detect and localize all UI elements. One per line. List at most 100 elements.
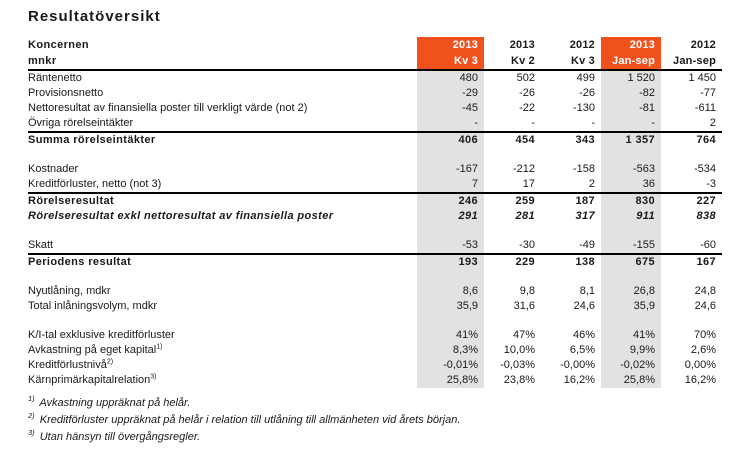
cell-value: 6,5% [569, 344, 595, 356]
cell-value: 343 [575, 134, 595, 146]
row-label: Räntenetto [28, 72, 82, 84]
cell-value: -563 [601, 162, 661, 177]
table-row: Nyutlåning, mdkr 8,6 9,8 8,1 26,8 24,8 [28, 284, 722, 299]
table-row: K/I-tal exklusive kreditförluster 41% 47% 4… [28, 328, 722, 343]
cell-value: 502 [516, 72, 535, 84]
table-row: Rörelseresultat 246 259 187 830 227 [28, 193, 722, 209]
row-label: Nyutlåning, mdkr [28, 285, 111, 297]
table-row: Kreditförluster, netto (not 3) 7 17 2 36 -3 [28, 177, 722, 194]
cell-value: 26,8 [601, 284, 661, 299]
footnote: 3) Utan hänsyn till övergångsregler. [28, 428, 201, 443]
table-row: Skatt -53 -30 -49 -155 -60 [28, 238, 722, 255]
row-label: K/I-tal exklusive kreditförluster [28, 329, 175, 341]
spacer-cell [417, 270, 484, 284]
cell-value: 2 [541, 177, 601, 194]
spacer-cell [541, 224, 601, 238]
column-header-2013-jan-sep: 2013 Jan-sep [601, 37, 661, 71]
cell-value: 0,00% [684, 359, 716, 371]
spacer-cell [541, 314, 601, 328]
cell-value: 23,8% [503, 374, 535, 386]
footnote-marker: 1) [156, 343, 163, 351]
cell-value: -155 [601, 238, 661, 255]
table-row: Provisionsnetto -29 -26 -26 -82 -77 [28, 86, 722, 101]
spacer-cell [484, 224, 541, 238]
cell-value: 9,8 [519, 285, 535, 297]
spacer-cell [661, 148, 722, 162]
table-row: Total inlåningsvolym, mdkr 35,9 31,6 24,6 35… [28, 299, 722, 314]
footnote-marker: 1) [28, 394, 35, 404]
spacer-cell [484, 148, 541, 162]
spacer-row [28, 270, 722, 284]
spacer-cell [417, 224, 484, 238]
row-label [28, 224, 417, 238]
cell-value: 8,1 [579, 285, 595, 297]
cell-value: 35,9 [417, 299, 484, 314]
cell-value: -60 [661, 238, 722, 255]
footnote-marker: 2) [106, 358, 114, 366]
spacer-cell [601, 314, 661, 328]
cell-value: 9,9% [601, 343, 661, 358]
cell-value: -130 [572, 102, 595, 114]
cell-value: 47% [512, 329, 535, 341]
row-label: Skatt [28, 238, 417, 255]
table-row: Räntenetto 480 502 499 1 520 1 450 [28, 70, 722, 86]
cell-value: 35,9 [601, 299, 661, 314]
cell-value: -0,01% [417, 358, 484, 373]
row-label: Övriga rörelseintäkter [28, 116, 417, 133]
spacer-cell [541, 270, 601, 284]
footnote: 1) Avkastning uppräknat på helår. [28, 394, 191, 409]
cell-value: -26 [519, 87, 535, 99]
cell-value: 24,8 [694, 285, 716, 297]
cell-value: -81 [601, 101, 661, 116]
cell-value: -611 [694, 102, 716, 114]
page-title: Resultatöversikt [28, 8, 161, 25]
spacer-cell [601, 270, 661, 284]
cell-value: - [484, 116, 541, 133]
cell-value: 70% [693, 329, 716, 341]
column-header-2012-jan-sep: 2012 Jan-sep [661, 37, 722, 71]
cell-value: 17 [484, 177, 541, 194]
row-label: Periodens resultat [28, 256, 132, 268]
spacer-cell [601, 148, 661, 162]
cell-value: 8,6 [417, 284, 484, 299]
spacer-row [28, 314, 722, 328]
footnotes: 1) Avkastning uppräknat på helår. 2) Kred… [28, 395, 722, 446]
cell-value: 246 [417, 193, 484, 209]
cell-value: 46% [572, 329, 595, 341]
row-label [28, 270, 417, 284]
cell-value: 41% [417, 328, 484, 343]
table-row: Kostnader -167 -212 -158 -563 -534 [28, 162, 722, 177]
table-row: Summa rörelseintäkter 406 454 343 1 357 764 [28, 132, 722, 148]
table-row: Övriga rörelseintäkter - - - -2 [28, 116, 722, 133]
footnote: 2) Kreditförluster uppräknat på helår i … [28, 411, 461, 426]
row-label [28, 314, 417, 328]
cell-value: 25,8% [417, 373, 484, 388]
spacer-row [28, 148, 722, 162]
row-label: Rörelseresultat exkl nettoresultat av fi… [28, 210, 334, 222]
corner-header: Koncernen mnkr [28, 37, 417, 71]
cell-value: 317 [575, 210, 595, 222]
cell-value: 41% [601, 328, 661, 343]
table-row: Kärnprimärkapitalrelation3) 25,8% 23,8% 16,… [28, 373, 722, 388]
cell-value: - [601, 116, 661, 133]
cell-value: 24,6 [573, 300, 595, 312]
table-row: Nettoresultat av finansiella poster till… [28, 101, 722, 116]
cell-value: 1 357 [601, 132, 661, 148]
spacer-cell [484, 314, 541, 328]
cell-value: 675 [601, 254, 661, 270]
cell-value: -0,02% [601, 358, 661, 373]
cell-value: -158 [572, 163, 595, 175]
cell-value: 7 [417, 177, 484, 194]
cell-value: 259 [515, 195, 535, 207]
footnote-marker: 3) [28, 428, 35, 438]
row-label: Kostnader [28, 163, 79, 175]
row-label: Avkastning på eget kapital1) [28, 343, 163, 356]
cell-value: 187 [575, 195, 595, 207]
cell-value: - [417, 116, 484, 133]
footnote-marker: 2) [28, 411, 35, 421]
cell-value: 36 [601, 177, 661, 194]
cell-value: 281 [515, 210, 535, 222]
row-label: Kreditförlustnivå2) [28, 358, 114, 371]
